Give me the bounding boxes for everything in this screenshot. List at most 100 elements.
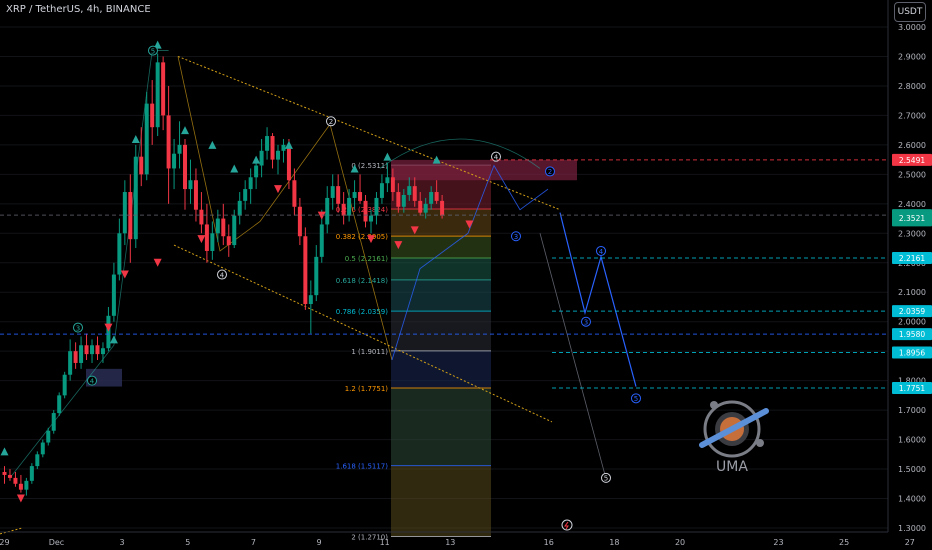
resistance-zone (391, 159, 577, 181)
down-arrow-marker (465, 220, 474, 229)
candle-body (35, 454, 40, 467)
down-arrow-marker (197, 235, 206, 244)
fib-level-label: 0.382 (2.2905) (336, 233, 388, 241)
time-tick-label: 23 (773, 538, 783, 547)
candle-body (325, 197, 330, 225)
fib-level-label: 1.618 (1.5117) (336, 463, 388, 471)
candle-body (122, 192, 127, 234)
candle-body (199, 209, 204, 225)
candle-body (210, 233, 215, 251)
wave-count-circle (87, 375, 97, 386)
candle-body (13, 477, 18, 484)
fib-level-label: 1 (1.9011) (351, 348, 388, 356)
lightning-bolt-icon (564, 521, 569, 530)
wave-count-circle (73, 322, 83, 333)
price-tick-label: 1.3000 (898, 524, 926, 533)
wave-count-circle (581, 316, 591, 327)
price-tick-label: 2.5000 (898, 170, 926, 179)
wave-count-label: 5 (604, 475, 608, 483)
candle-body (18, 483, 23, 490)
wave-count-label: 4 (599, 248, 604, 256)
price-tag (892, 381, 932, 394)
candle-body (265, 136, 270, 151)
candle-body (336, 186, 341, 204)
time-tick-label: 18 (609, 538, 619, 547)
up-arrow-marker (181, 126, 190, 135)
wave-line-green (9, 50, 169, 479)
wave-count-circle (217, 269, 227, 280)
candle-body (193, 180, 198, 210)
candle-body (139, 156, 144, 175)
time-tick-label: 29 (0, 538, 10, 547)
price-tick-label: 2.1000 (898, 288, 926, 297)
down-arrow-marker (104, 323, 113, 332)
candle-body (150, 103, 155, 128)
candle-body (111, 274, 116, 316)
candle-body (204, 224, 209, 251)
wave-count-label: 5 (151, 47, 155, 55)
wave-count-label: 4 (494, 153, 499, 161)
uma-logo: UMA (699, 400, 769, 475)
trend-line-lower (173, 244, 553, 423)
candle-body (396, 192, 401, 207)
wave-count-label: 3 (514, 233, 518, 241)
time-tick-label: 3 (120, 538, 125, 547)
down-arrow-marker (317, 211, 326, 220)
fib-level-label: 0 (2.5311) (351, 162, 388, 170)
up-arrow-marker (252, 155, 261, 164)
wave-count-label: 5 (634, 395, 638, 403)
trend-line-base (0, 527, 23, 535)
candle-body (232, 215, 237, 246)
candle-body (68, 351, 73, 375)
candle-body (243, 189, 248, 201)
fib-level-label: 2 (1.2710) (351, 534, 388, 542)
up-arrow-marker (0, 447, 9, 456)
up-arrow-marker (230, 164, 239, 173)
candle-body (314, 256, 319, 296)
lightning-icon (561, 519, 573, 531)
candle-body (40, 442, 45, 455)
down-arrow-marker (366, 235, 375, 244)
candle-body (166, 115, 171, 169)
candle-body (24, 480, 29, 490)
price-tag-label: 2.0359 (899, 307, 925, 316)
uma-logo-text: UMA (716, 459, 748, 475)
wave-count-label: 4 (90, 377, 95, 385)
price-tick-label: 2.0000 (898, 318, 926, 327)
candle-body (62, 374, 67, 396)
candle-body (106, 315, 111, 349)
candle-body (412, 186, 417, 201)
candle-body (358, 192, 363, 201)
candle-body (183, 144, 188, 190)
candle-body (95, 345, 100, 355)
candle-body (281, 144, 286, 151)
price-tick-label: 2.8000 (898, 82, 926, 91)
candle-body (177, 144, 182, 154)
candle-body (188, 180, 193, 190)
up-arrow-marker (432, 155, 441, 164)
wave-count-label: 3 (584, 319, 588, 327)
price-tag (892, 252, 932, 265)
candle-body (292, 180, 297, 207)
candle-body (418, 200, 423, 213)
price-tick-label: 1.8000 (898, 377, 926, 386)
candle-body (286, 144, 291, 181)
price-tick-label: 2.4000 (898, 200, 926, 209)
markers: 5 4 3 4 2 4 2 3 4 3 5 5 (0, 40, 641, 503)
candle-body (390, 177, 395, 193)
fib-zone (391, 311, 491, 351)
candle-body (46, 430, 51, 443)
down-arrow-marker (153, 258, 162, 267)
candle-body (248, 177, 253, 190)
candle-body (347, 197, 352, 216)
symbol-title[interactable]: XRP / TetherUS, 4h, BINANCE (6, 4, 151, 15)
candle-body (303, 236, 308, 305)
candle-body (155, 62, 160, 128)
wave-count-circle (596, 245, 606, 256)
candle-body (401, 194, 406, 207)
price-tick-label: 2.7000 (898, 111, 926, 120)
candle-body (144, 103, 149, 175)
down-arrow-marker (410, 226, 419, 235)
currency-button[interactable]: USDT (894, 2, 926, 22)
